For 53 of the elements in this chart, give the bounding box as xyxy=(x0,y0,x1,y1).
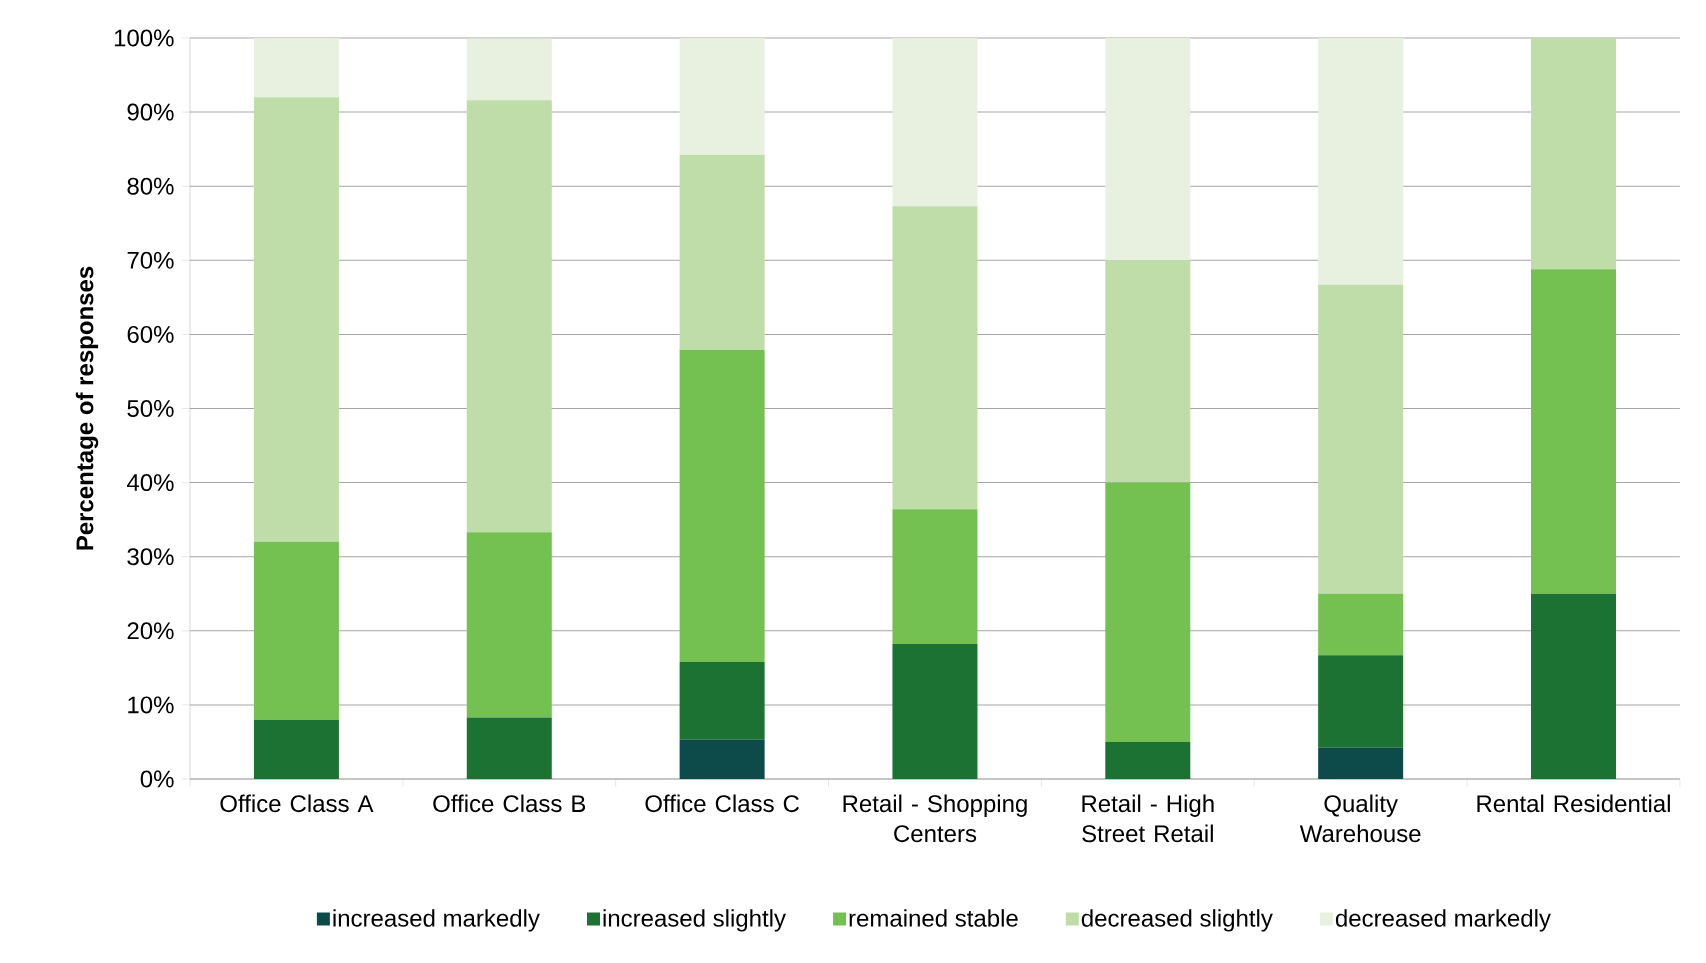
bar xyxy=(466,532,552,718)
y-tick-label: 60% xyxy=(127,325,174,343)
bar xyxy=(253,719,339,779)
x-tick-label: Retail - High Street Retail xyxy=(1082,794,1214,843)
x-tick-label: Office Class C xyxy=(645,794,799,813)
legend-label: decreased markedly xyxy=(1335,909,1551,932)
x-tick-label: Office Class A xyxy=(220,794,374,813)
y-tick-label: 50% xyxy=(127,400,174,417)
bar xyxy=(892,206,978,510)
bar xyxy=(466,100,552,533)
y-tick-label: 20% xyxy=(127,622,174,640)
x-tick-label: Rental Residential xyxy=(1477,794,1670,813)
y-tick-label: 40% xyxy=(126,474,174,492)
bar xyxy=(1531,269,1616,594)
bar xyxy=(1318,655,1404,748)
bar xyxy=(253,97,339,542)
y-axis-title: Percentage of responses xyxy=(75,266,99,550)
bar xyxy=(892,509,978,645)
y-tick-label: 80% xyxy=(127,177,174,195)
y-tick-label: 70% xyxy=(127,251,174,269)
bar xyxy=(679,739,765,779)
legend-label: increased slightly xyxy=(603,909,786,932)
legend-label: increased markedly xyxy=(333,909,540,932)
bar xyxy=(679,661,765,740)
y-tick-label: 10% xyxy=(128,696,174,714)
legend-label: remained stable xyxy=(849,909,1018,927)
bar xyxy=(892,37,978,207)
bar xyxy=(466,717,552,779)
bar xyxy=(892,644,978,779)
bar xyxy=(253,37,339,98)
y-tick-label: 30% xyxy=(127,548,174,566)
bar xyxy=(679,37,765,156)
bar xyxy=(1318,747,1404,779)
bar xyxy=(1105,37,1191,261)
bar xyxy=(466,38,552,101)
bar xyxy=(1105,741,1191,779)
bar xyxy=(1318,284,1404,594)
legend-label: decreased slightly xyxy=(1081,909,1273,932)
y-tick-label: 0% xyxy=(140,770,174,788)
bar xyxy=(1105,482,1191,742)
bar xyxy=(1318,593,1404,656)
bar xyxy=(253,541,339,720)
bar xyxy=(1531,593,1616,779)
y-tick-label: 100% xyxy=(114,29,174,47)
bar xyxy=(1531,37,1616,270)
x-tick-label: Retail - Shopping Centers xyxy=(843,794,1027,843)
bar xyxy=(1105,260,1191,483)
x-tick-label: Office Class B xyxy=(433,794,586,813)
bar xyxy=(679,349,765,662)
x-tick-label: Quality Warehouse xyxy=(1299,794,1421,843)
bar xyxy=(1318,37,1404,285)
y-tick-label: 90% xyxy=(127,103,174,121)
bar xyxy=(679,155,765,350)
